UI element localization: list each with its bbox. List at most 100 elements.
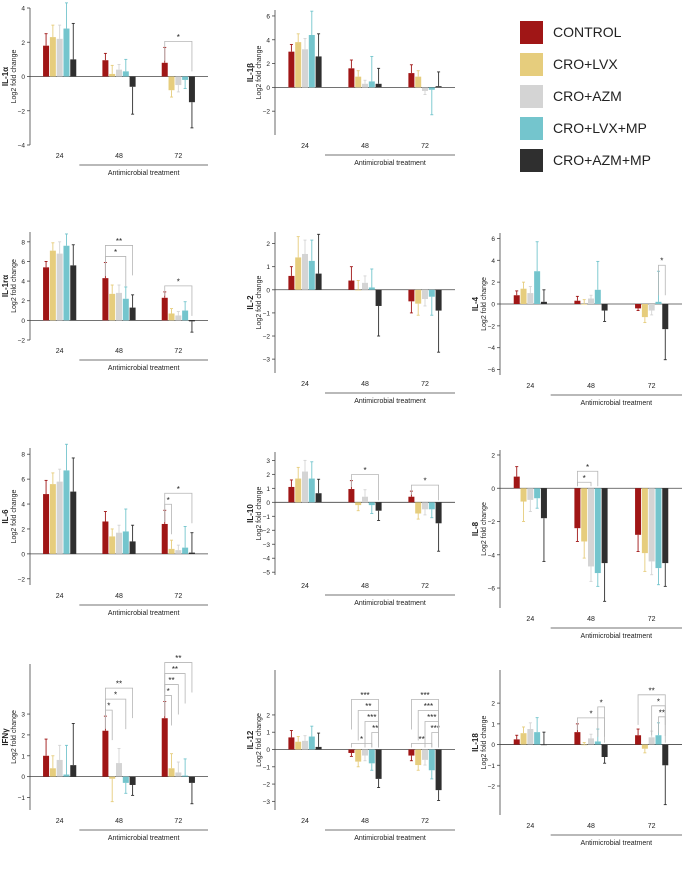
bar: [601, 744, 608, 757]
y-tick-label: 1: [266, 486, 270, 493]
x-tick-label: 48: [115, 818, 123, 825]
bar: [102, 521, 109, 554]
significance-label: **: [372, 724, 378, 733]
significance-bracket: [164, 285, 193, 316]
y-axis-label: Log2 fold change: [11, 490, 18, 544]
x-tick-label: 24: [56, 348, 64, 355]
bar: [540, 301, 547, 304]
significance-bracket: [351, 474, 379, 501]
x-axis-label: Antimicrobial treatment: [581, 840, 653, 847]
y-tick-label: 6: [21, 259, 25, 266]
bar: [102, 278, 109, 321]
bar: [315, 56, 322, 88]
bar: [355, 76, 362, 88]
legend-swatch-control: [520, 20, 543, 44]
y-axis-label: Log2 fold change: [11, 50, 18, 104]
significance-label: **: [649, 686, 655, 695]
bar: [428, 502, 435, 510]
bar: [161, 62, 168, 77]
bar: [348, 68, 355, 88]
bar: [63, 28, 70, 77]
bar: [56, 253, 63, 321]
bar: [362, 282, 368, 290]
legend: CONTROL CRO+LVX CRO+AZM CRO+LVX+MP CRO+A…: [520, 18, 685, 178]
significance-label: *: [360, 735, 363, 744]
y-tick-label: 0: [491, 302, 495, 309]
y-tick-label: −2: [488, 784, 496, 791]
bar: [581, 744, 588, 746]
x-axis-label: Antimicrobial treatment: [108, 365, 180, 372]
significance-label: **: [365, 702, 371, 711]
bar: [601, 304, 608, 311]
bar: [308, 736, 315, 750]
significance-label: *: [167, 496, 170, 505]
y-tick-label: 2: [491, 452, 495, 459]
bar: [588, 488, 594, 567]
legend-label: CRO+AZM: [553, 88, 622, 104]
y-axis-cytokine-label: IL-8: [471, 521, 480, 536]
bar: [601, 488, 608, 564]
significance-label: **: [172, 665, 178, 674]
bar: [288, 737, 295, 750]
y-tick-label: −1: [263, 514, 271, 521]
bar: [428, 289, 435, 297]
significance-label: ***: [367, 713, 376, 722]
significance-bracket: [351, 699, 379, 730]
significance-label: ***: [420, 691, 429, 700]
y-tick-label: 0: [266, 287, 270, 294]
y-tick-label: 2: [491, 701, 495, 708]
legend-item-cro-lvx: CRO+LVX: [520, 50, 685, 78]
bar: [435, 502, 442, 524]
bar: [302, 49, 308, 88]
x-tick-label: 48: [115, 153, 123, 160]
bar: [368, 81, 375, 88]
legend-swatch-cro-lvx-mp: [520, 116, 543, 140]
bar: [662, 744, 669, 766]
bar: [122, 71, 129, 77]
x-axis-label: Antimicrobial treatment: [581, 400, 653, 407]
significance-label: *: [177, 277, 180, 286]
bar: [540, 744, 547, 746]
panel-IL-8: −6 −4 −2 0 2 IL-8 Log2 fold change 24 48 72 Antimi…: [471, 450, 682, 640]
legend-item-cro-azm: CRO+AZM: [520, 82, 685, 110]
bar: [129, 541, 136, 554]
panel-IL-2: −3 −2 −1 0 1 2 IL-2 Log2 fold change 24 48 72 Antim…: [246, 232, 455, 405]
y-tick-label: 4: [21, 6, 25, 13]
bar: [355, 749, 362, 762]
y-tick-label: 2: [266, 472, 270, 479]
bar: [520, 733, 527, 745]
x-tick-label: 72: [648, 616, 656, 623]
bar: [375, 502, 382, 511]
y-tick-label: −2: [263, 334, 271, 341]
bar: [408, 496, 415, 503]
x-tick-label: 24: [301, 583, 309, 590]
significance-label: ***: [360, 691, 369, 700]
bar: [594, 289, 601, 304]
x-tick-label: 72: [421, 381, 429, 388]
bar: [540, 488, 547, 519]
y-axis-label: Log2 fold change: [256, 487, 263, 541]
significance-label: *: [114, 248, 117, 257]
bar: [109, 776, 116, 779]
significance-bracket: [411, 484, 439, 501]
significance-bracket: [411, 699, 439, 730]
significance-bracket: [411, 743, 433, 748]
y-axis-label: Log2 fold change: [481, 277, 488, 331]
y-tick-label: 0: [266, 85, 270, 92]
y-tick-label: 2: [21, 526, 25, 533]
y-axis-cytokine-label: IL-12: [246, 730, 255, 749]
y-tick-label: 2: [266, 241, 270, 248]
significance-label: **: [418, 735, 424, 744]
bar: [415, 502, 422, 514]
y-axis-cytokine-label: IFNγ: [1, 728, 10, 746]
legend-label: CONTROL: [553, 24, 622, 40]
legend-label: CRO+AZM+MP: [553, 152, 652, 168]
y-axis-cytokine-label: IL-1β: [246, 63, 255, 82]
bar: [175, 772, 182, 777]
y-tick-label: −2: [18, 108, 26, 115]
bar: [355, 289, 362, 291]
bar: [116, 292, 122, 321]
bar: [594, 488, 601, 574]
